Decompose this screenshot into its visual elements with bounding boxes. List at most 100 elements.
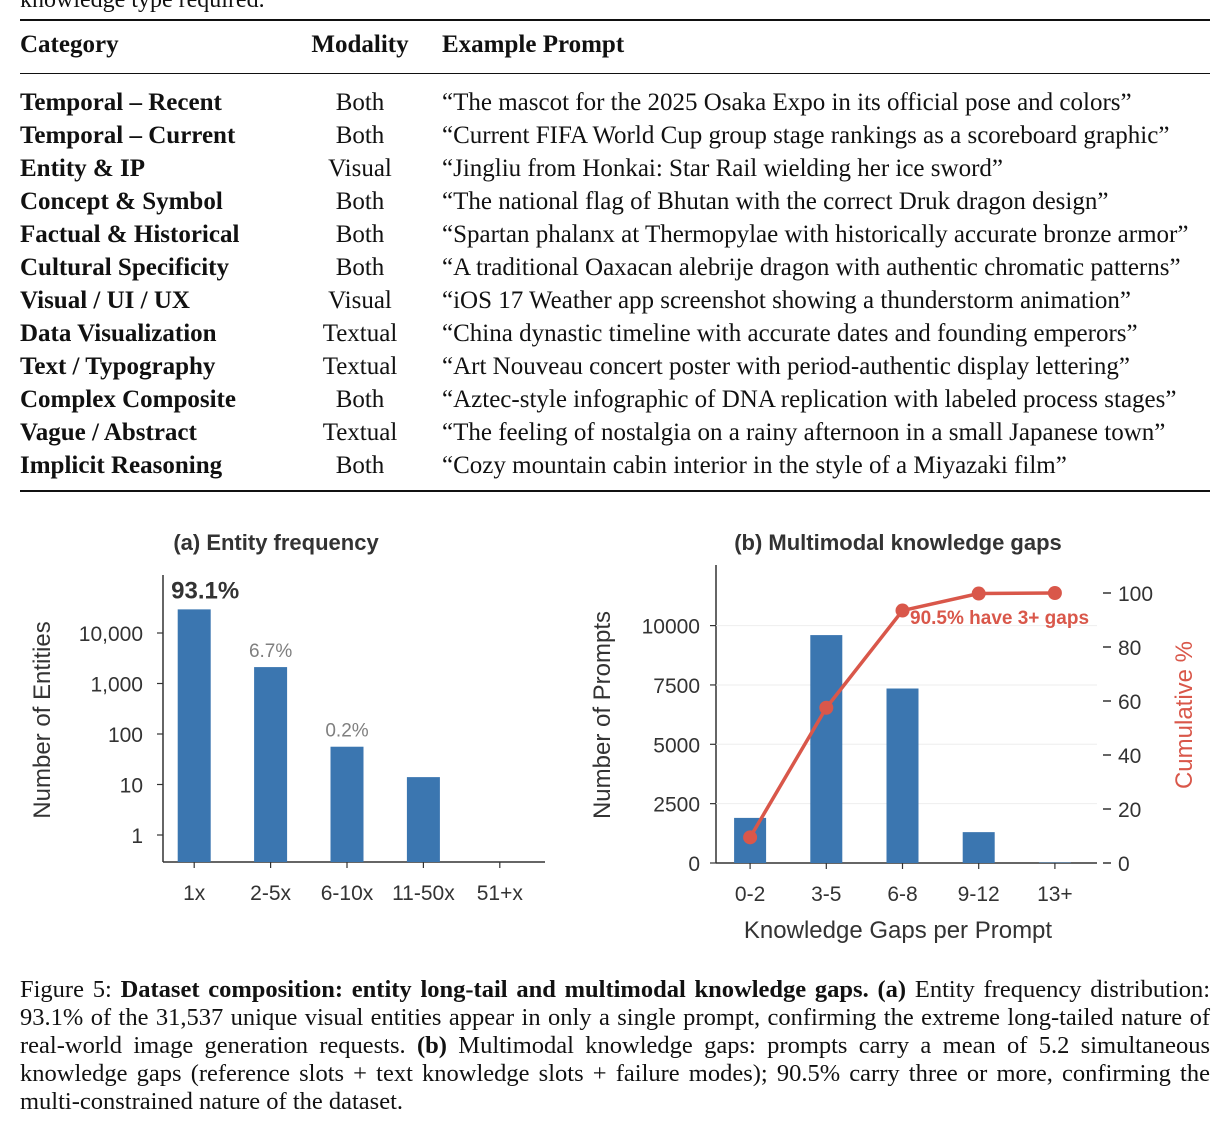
chart-a-bar [254,667,288,862]
cell-modality: Both [335,188,385,215]
caption-b-label: (b) [417,1032,447,1059]
chart-a-bar [177,609,211,862]
cell-example: “Aztec-style infographic of DNA replicat… [442,386,1177,413]
chart-b-cumulative-point [743,830,758,845]
cell-category: Visual / UI / UX [20,287,190,314]
table-row: Complex Composite Both “Aztec-style infogr… [20,383,1210,416]
caption-title: Dataset composition: entity long-tail an… [120,976,869,1003]
chart-a-ytick-label: 100 [108,724,143,747]
chart-a-ytick-label: 1 [131,825,143,848]
chart-b-y2tick-label: 100 [1118,583,1153,606]
cell-example: “Art Nouveau concert poster with period-… [442,353,1130,380]
chart-a-annotation: 0.2% [325,721,368,742]
cell-modality: Both [335,122,385,149]
chart-a-title: (a) Entity frequency [173,530,379,555]
chart-a-bar [330,746,364,862]
cell-modality: Both [335,254,385,281]
cell-example: “The mascot for the 2025 Osaka Expo in i… [442,89,1132,116]
table-row: Temporal – Current Both “Current FIFA Worl… [20,119,1210,152]
cell-modality: Both [335,386,385,413]
chart-b-y2label: Cumulative % [1171,641,1198,789]
chart-b-ytick-label: 7500 [653,675,700,698]
chart-b-xlabel: Knowledge Gaps per Prompt [744,917,1053,944]
cell-modality: Both [290,449,430,492]
chart-a-ytick-label: 10 [120,775,143,798]
chart-b-y2tick-label: 80 [1118,637,1141,660]
chart-b-y2tick-label: 40 [1118,745,1141,768]
chart-b-ylabel: Number of Prompts [589,611,616,819]
chart-b-xtick-label: 3-5 [811,883,841,906]
chart-b-ytick-label: 0 [688,853,700,876]
cell-modality: Visual [328,287,392,314]
cell-category: Temporal – Current [20,122,236,149]
chart-b-bar [810,635,843,863]
caption-a-label: (a) [877,976,907,1003]
table-header-row: Category Modality Example Prompt [20,19,1210,74]
chart-b-cumulative-point [971,586,986,601]
cell-example: “A traditional Oaxacan alebrije dragon w… [442,254,1181,281]
cell-modality: Visual [328,155,392,182]
table-row: Concept & Symbol Both “The national flag o… [20,185,1210,218]
table-row: Implicit Reasoning Both “Cozy mountain cab… [20,449,1210,492]
cell-category: Concept & Symbol [20,188,223,215]
table-row: Cultural Specificity Both “A traditional O… [20,251,1210,284]
chart-a-xtick-label: 6-10x [321,882,374,905]
chart-b-xtick-label: 9-12 [958,883,1000,906]
cell-category: Factual & Historical [20,221,240,248]
cell-modality: Textual [322,353,398,380]
entity-frequency-chart: (a) Entity frequency 1 10 100 1,000 10,000 Num… [29,530,545,905]
cell-modality: Textual [322,419,398,446]
cell-category: Entity & IP [20,155,145,182]
chart-b-cumulative-point [895,603,910,618]
chart-b-title: (b) Multimodal knowledge gaps [734,530,1062,555]
cell-category: Text / Typography [20,353,216,380]
cell-category: Cultural Specificity [20,254,230,281]
cell-category: Complex Composite [20,386,236,413]
cell-example: “Jingliu from Honkai: Star Rail wielding… [442,155,1003,182]
chart-b-annotation: 90.5% have 3+ gaps [910,608,1089,629]
chart-b-cumulative-point [819,700,834,715]
chart-a-xtick-label: 2-5x [250,882,291,905]
cell-example: “China dynastic timeline with accurate d… [442,320,1138,347]
cell-modality: Both [335,221,385,248]
cell-category: Temporal – Recent [20,89,222,116]
cell-example: “iOS 17 Weather app screenshot showing a… [442,287,1132,314]
chart-b-cumulative-point [1047,586,1062,600]
caption-label: Figure 5: [20,976,112,1003]
table-row: Visual / UI / UX Visual “iOS 17 Weather ap… [20,284,1210,317]
caption-b-text: Multimodal knowledge gaps: prompts carry… [20,1032,1210,1115]
cell-category: Implicit Reasoning [20,449,290,492]
chart-a-ylabel: Number of Entities [29,621,56,818]
table-row: Data Visualization Textual “China dynastic… [20,317,1210,350]
cell-category: Data Visualization [20,320,217,347]
chart-a-bar [406,777,440,862]
cell-example: “Spartan phalanx at Thermopylae with his… [442,221,1189,248]
chart-a-annotation: 6.7% [249,641,292,662]
chart-a-ytick-label: 1,000 [90,674,143,697]
table-row: Factual & Historical Both “Spartan phalanx… [20,218,1210,251]
chart-b-xtick-label: 0-2 [735,883,765,906]
chart-b-y2tick-label: 20 [1118,799,1141,822]
chart-a-xtick-label: 51+x [477,882,524,905]
category-table: Category Modality Example Prompt Tempora… [20,19,1210,492]
cell-example: “The feeling of nostalgia on a rainy aft… [442,419,1166,446]
chart-b-bar [962,832,995,863]
caption-a-text: Entity frequency distribution: 93.1% of … [20,976,1211,1059]
chart-a-xtick-label: 1x [183,882,206,905]
chart-a-annotation: 93.1% [171,577,239,604]
cell-example: “Current FIFA World Cup group stage rank… [442,122,1170,149]
top-cut-text: knowledge type required. [20,0,265,13]
chart-b-bar [886,688,919,863]
chart-a-ytick-label: 10,000 [79,623,143,646]
chart-b-xtick-label: 13+ [1037,883,1073,906]
header-modality: Modality [290,19,430,74]
chart-b-y2tick-label: 60 [1118,691,1141,714]
table-row: Vague / Abstract Textual “The feeling of n… [20,416,1210,449]
table-row: Temporal – Recent Both “The mascot for the… [20,74,1210,120]
cell-modality: Textual [322,320,398,347]
cell-example: “Cozy mountain cabin interior in the sty… [430,449,1210,492]
cell-example: “The national flag of Bhutan with the co… [442,188,1109,215]
chart-a-xtick-label: 11-50x [392,882,455,905]
cell-category: Vague / Abstract [20,419,197,446]
header-category: Category [20,19,290,74]
